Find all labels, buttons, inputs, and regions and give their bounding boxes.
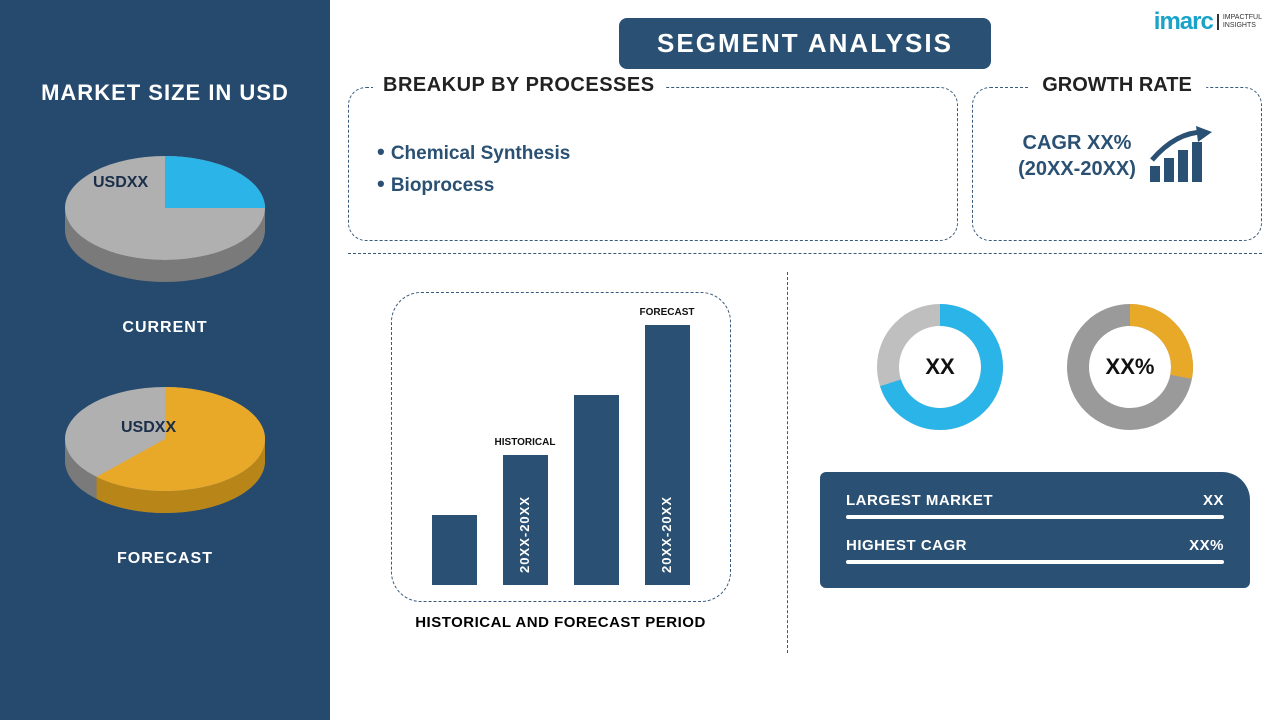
info-row: LARGEST MARKET XX <box>846 492 1224 519</box>
bar: FORECAST20XX-20XX <box>645 325 690 585</box>
bar-chart: HISTORICAL20XX-20XXFORECAST20XX-20XX <box>391 292 731 602</box>
donut-left-label: XX <box>875 302 1005 432</box>
bar-sublabel: FORECAST <box>640 307 695 318</box>
cagr-text: CAGR XX% (20XX-20XX) <box>1018 130 1136 182</box>
col-right: XX XX% LARGEST MARKET XX HIGHEST CAGR XX% <box>788 272 1262 653</box>
breakup-heading: BREAKUP BY PROCESSES <box>373 74 665 97</box>
growth-icon <box>1146 126 1216 186</box>
pie-current: USDXX <box>45 146 285 301</box>
sidebar-title: MARKET SIZE IN USD <box>41 80 289 106</box>
logo: imarc IMPACTFUL INSIGHTS <box>1154 8 1262 36</box>
pie-forecast: USDXX <box>45 377 285 532</box>
bar-caption: HISTORICAL AND FORECAST PERIOD <box>415 614 706 631</box>
breakup-item: Bioprocess <box>377 168 929 200</box>
donut-right: XX% <box>1065 302 1195 432</box>
bar-sublabel: HISTORICAL <box>495 437 556 448</box>
pie-forecast-caption: FORECAST <box>117 550 213 568</box>
donut-right-label: XX% <box>1065 302 1195 432</box>
donut-left: XX <box>875 302 1005 432</box>
info-bar <box>846 560 1224 564</box>
bar: HISTORICAL20XX-20XX <box>503 455 548 585</box>
bar-vertical-label: 20XX-20XX <box>659 496 674 573</box>
row1: BREAKUP BY PROCESSES Chemical SynthesisB… <box>348 87 1262 241</box>
row2: HISTORICAL20XX-20XXFORECAST20XX-20XX HIS… <box>348 253 1262 653</box>
pie-current-label: USDXX <box>93 174 148 192</box>
info-value: XX% <box>1189 537 1224 554</box>
info-value: XX <box>1203 492 1224 509</box>
growth-card: GROWTH RATE CAGR XX% (20XX-20XX) <box>972 87 1262 241</box>
info-row: HIGHEST CAGR XX% <box>846 537 1224 564</box>
sidebar: MARKET SIZE IN USD USDXX CURRENT USDXX F… <box>0 0 330 720</box>
col-left: HISTORICAL20XX-20XXFORECAST20XX-20XX HIS… <box>348 272 788 653</box>
bar <box>574 395 619 585</box>
growth-heading: GROWTH RATE <box>1028 74 1206 97</box>
page: MARKET SIZE IN USD USDXX CURRENT USDXX F… <box>0 0 1280 720</box>
info-box: LARGEST MARKET XX HIGHEST CAGR XX% <box>820 472 1250 588</box>
title-banner: SEGMENT ANALYSIS <box>619 18 991 69</box>
breakup-list: Chemical SynthesisBioprocess <box>377 136 929 200</box>
pie-current-svg <box>45 146 285 296</box>
logo-tagline: IMPACTFUL INSIGHTS <box>1217 14 1262 29</box>
bar-vertical-label: 20XX-20XX <box>517 496 532 573</box>
breakup-item: Chemical Synthesis <box>377 136 929 168</box>
bar <box>432 515 477 585</box>
breakup-card: BREAKUP BY PROCESSES Chemical SynthesisB… <box>348 87 958 241</box>
info-label: LARGEST MARKET <box>846 492 993 509</box>
info-label: HIGHEST CAGR <box>846 537 967 554</box>
donuts: XX XX% <box>875 302 1195 432</box>
pie-current-caption: CURRENT <box>122 319 207 337</box>
logo-brand: imarc <box>1154 8 1213 36</box>
pie-forecast-label: USDXX <box>121 419 176 437</box>
main: imarc IMPACTFUL INSIGHTS SEGMENT ANALYSI… <box>330 0 1280 720</box>
info-bar <box>846 515 1224 519</box>
growth-inner: CAGR XX% (20XX-20XX) <box>989 116 1245 186</box>
pie-forecast-svg <box>45 377 285 527</box>
